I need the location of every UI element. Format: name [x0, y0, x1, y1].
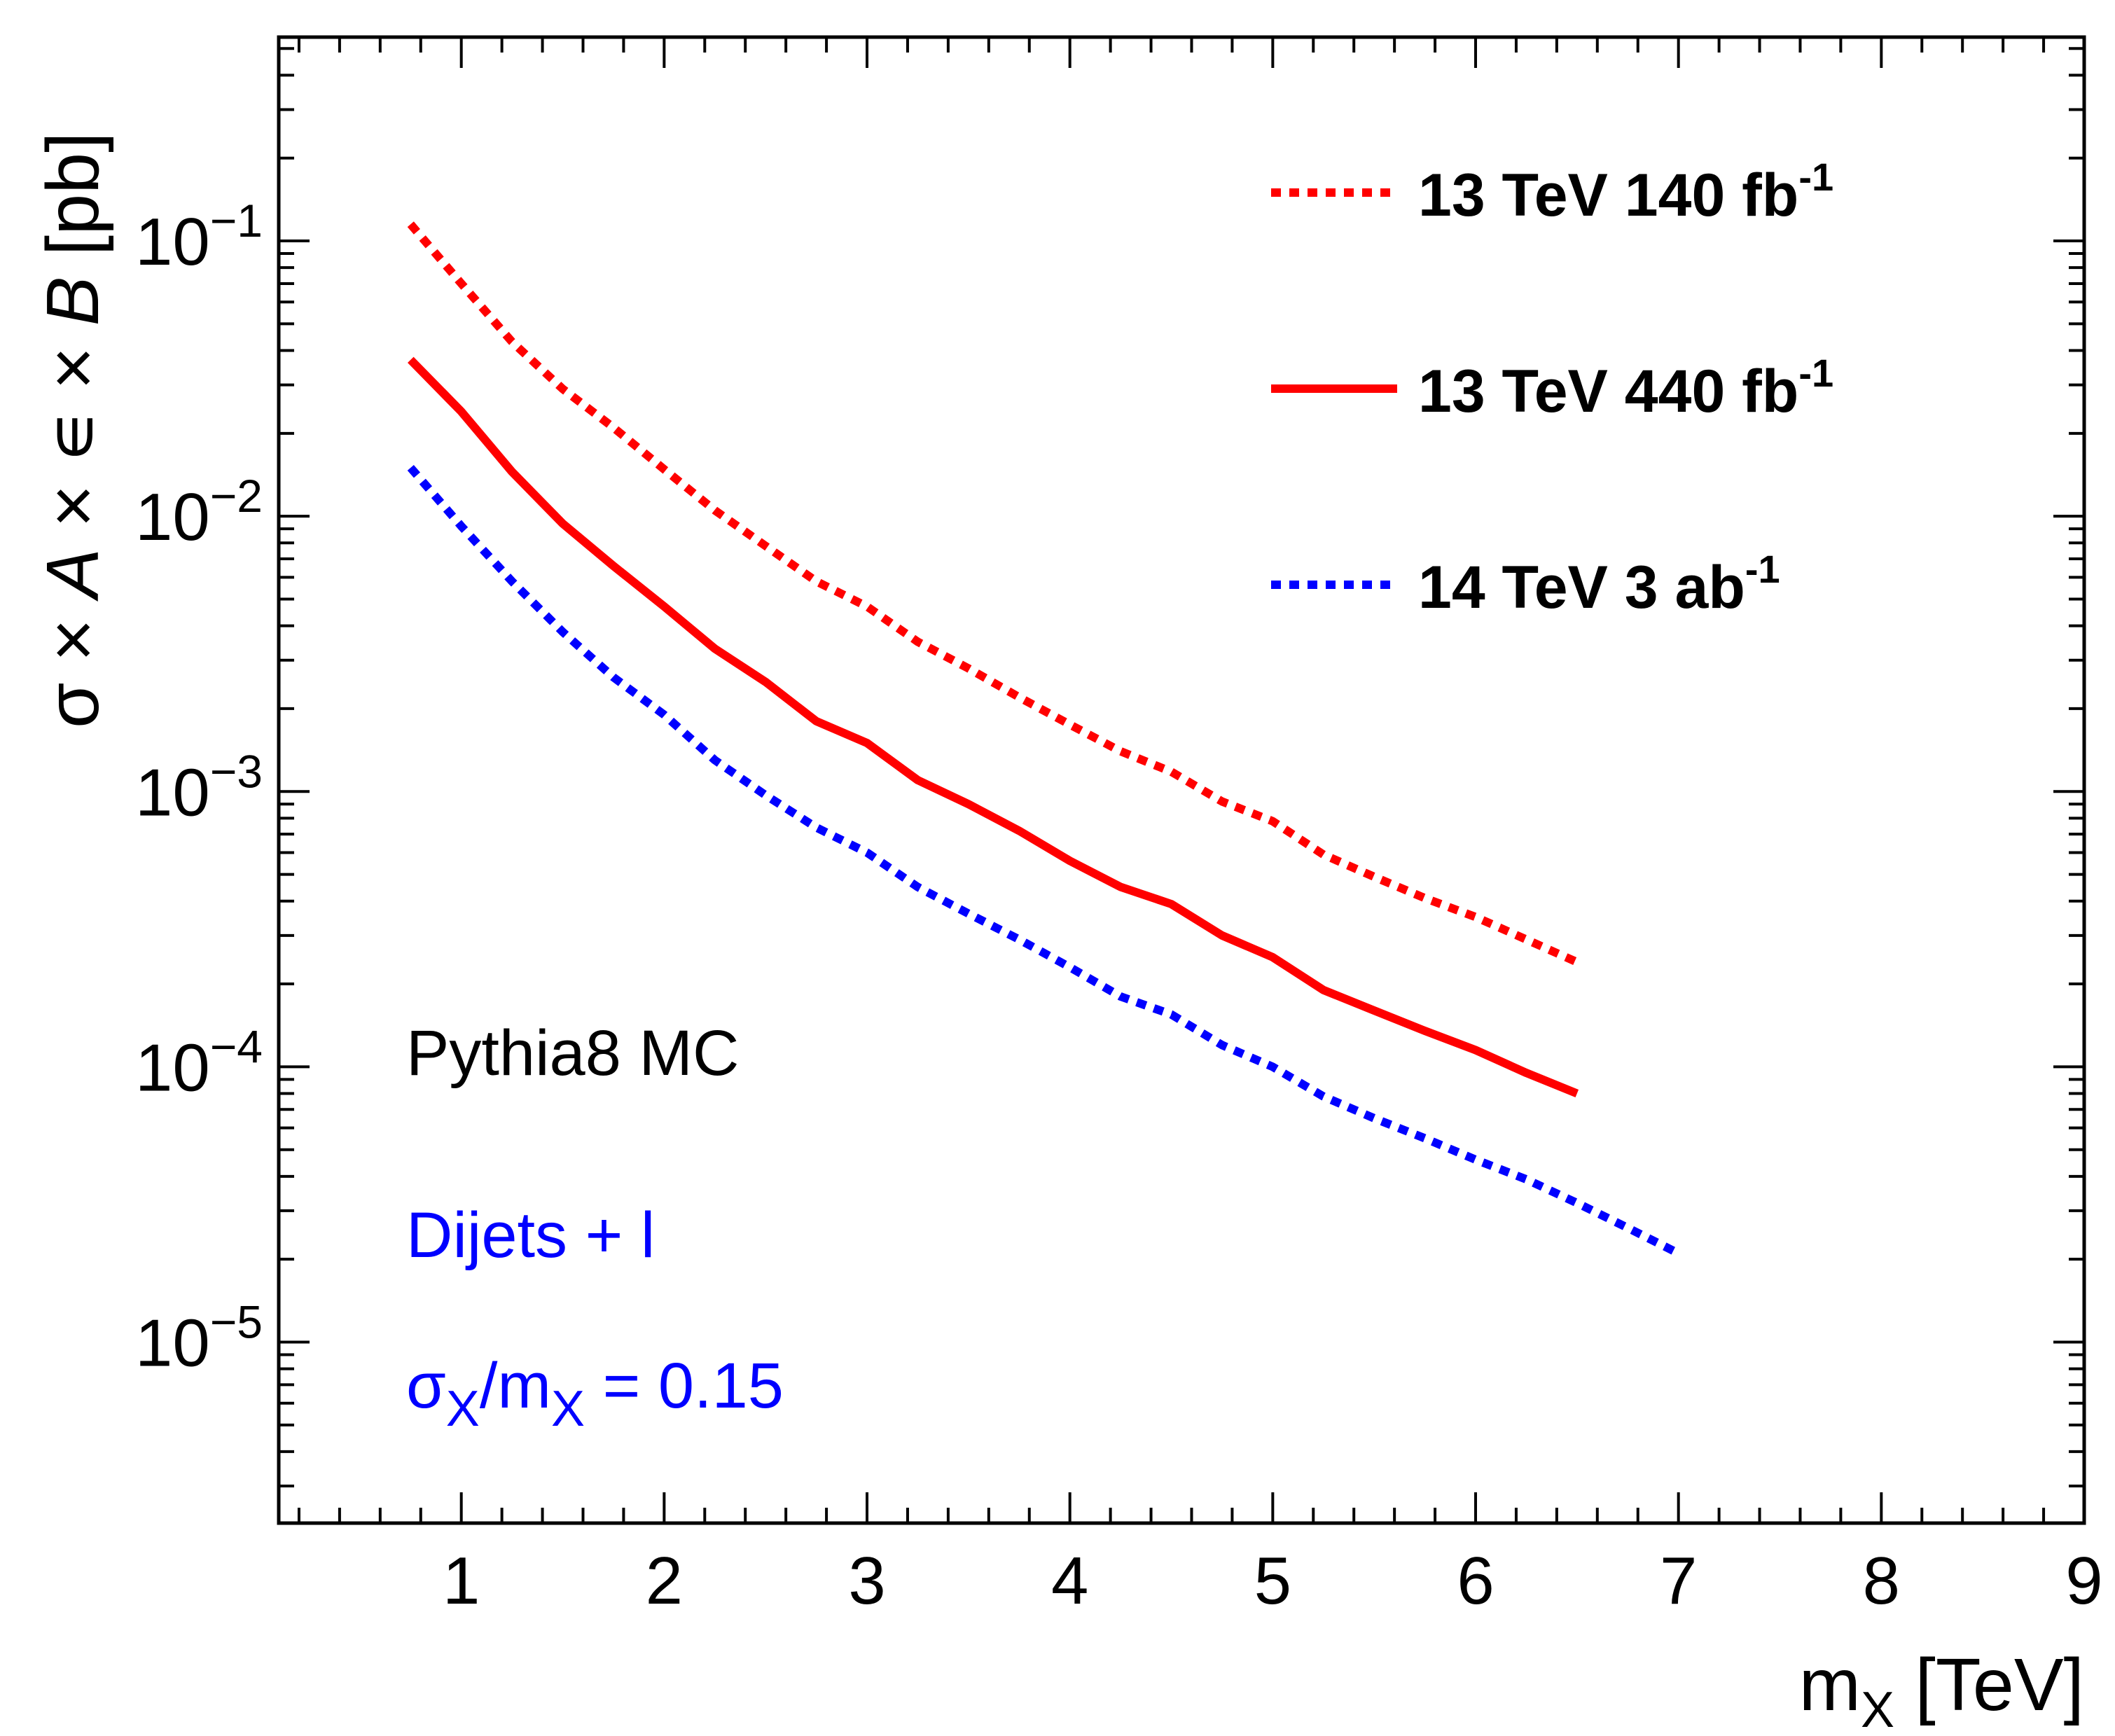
legend-label-13tev-140-sup: -1	[1798, 155, 1833, 199]
y-tick-label-base: 10	[135, 755, 210, 830]
annotation-width-symbol: σ	[406, 1350, 446, 1422]
axis-ticks	[279, 37, 2086, 1523]
y-axis-label-part-3: × ∊ ×	[32, 326, 114, 548]
y-tick-label: 10−3	[135, 745, 263, 830]
x-tick-label: 3	[848, 1543, 885, 1618]
legend-label-14tev-3ab-sup: -1	[1745, 547, 1780, 591]
y-tick-label: 10−5	[135, 1296, 263, 1380]
legend-label-13tev-440-sup: -1	[1798, 351, 1833, 395]
y-tick-label: 10−1	[135, 195, 263, 279]
x-tick-label: 2	[646, 1543, 683, 1618]
x-tick-label: 6	[1457, 1543, 1494, 1618]
x-tick-label: 5	[1254, 1543, 1291, 1618]
legend-label-14tev-3ab-text: 14 TeV 3 ab	[1418, 554, 1745, 621]
legend-label-13tev-440-text: 13 TeV 440 fb	[1418, 358, 1798, 425]
series-14tev-3ab	[407, 464, 1681, 1258]
annotation-width-sub2: X	[551, 1381, 585, 1437]
legend-label-13tev-140-text: 13 TeV 140 fb	[1418, 162, 1798, 229]
legend-label-13tev-440: 13 TeV 440 fb-1	[1418, 351, 1833, 425]
x-axis-label-sub: X	[1861, 1682, 1894, 1736]
x-tick-label: 9	[2065, 1543, 2102, 1618]
y-tick-label-exponent: −2	[210, 470, 263, 522]
y-axis-label-part-1: σ ×	[32, 598, 114, 728]
annotation-width-value: = 0.15	[585, 1350, 784, 1422]
annotation-width-sub: X	[446, 1381, 480, 1437]
y-tick-label: 10−4	[135, 1020, 263, 1105]
plot-frame	[277, 35, 2086, 1525]
y-axis-label-part-5: [pb]	[32, 132, 114, 276]
x-axis-label-unit: [TeV]	[1894, 1644, 2084, 1726]
y-axis-label: σ × A × ∊ × B [pb]	[32, 132, 114, 728]
legend: 13 TeV 140 fb-1 13 TeV 440 fb-1 14 TeV 3…	[1271, 155, 1833, 621]
annotation-width: σX/mX = 0.15	[406, 1350, 784, 1437]
x-tick-label: 7	[1660, 1543, 1697, 1618]
x-tick-label: 8	[1863, 1543, 1900, 1618]
y-tick-label-base: 10	[135, 480, 210, 555]
y-tick-label-exponent: −4	[210, 1020, 263, 1072]
y-axis-label-part-2: A	[32, 548, 114, 602]
x-tick-label: 4	[1051, 1543, 1088, 1618]
y-tick-label-base: 10	[135, 204, 210, 279]
y-tick-labels: 10−110−210−310−410−5	[135, 195, 263, 1380]
annotation-width-mid: /m	[480, 1350, 551, 1422]
x-tick-label: 1	[443, 1543, 480, 1618]
series-layer	[407, 221, 1681, 1258]
y-tick-label: 10−2	[135, 470, 263, 555]
x-tick-labels: 1 2 3 4 5 6 7 8 9	[443, 1543, 2103, 1618]
annotation-generator: Pythia8 MC	[406, 1018, 740, 1089]
series-13tev-140	[407, 221, 1579, 966]
y-tick-label-exponent: −1	[210, 195, 263, 246]
y-tick-label-base: 10	[135, 1305, 210, 1380]
y-tick-label-exponent: −3	[210, 745, 263, 797]
legend-label-14tev-3ab: 14 TeV 3 ab-1	[1418, 547, 1780, 621]
x-axis-label: mX [TeV]	[1799, 1644, 2084, 1736]
y-axis-label-part-4: B	[32, 277, 114, 326]
series-13tev-440	[408, 356, 1579, 1098]
y-tick-label-base: 10	[135, 1030, 210, 1105]
y-tick-label-exponent: −5	[210, 1296, 263, 1347]
x-axis-label-main: m	[1799, 1644, 1861, 1726]
annotation-channel: Dijets + l	[406, 1200, 655, 1271]
legend-label-13tev-140: 13 TeV 140 fb-1	[1418, 155, 1833, 229]
